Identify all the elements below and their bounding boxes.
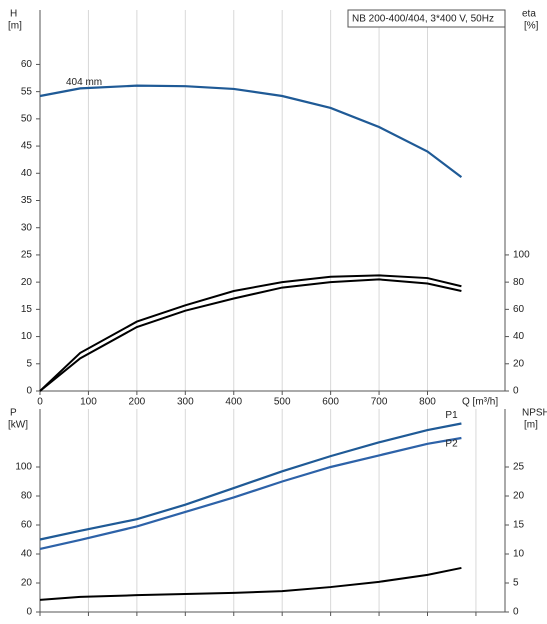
y2-tick-label: 0 (513, 386, 519, 397)
x-tick-label: 600 (322, 397, 339, 408)
y2-axis-label: NPSH (522, 408, 547, 419)
y2-tick-label: 5 (513, 578, 519, 589)
curve (39, 566, 462, 601)
title-box (347, 9, 506, 28)
x-tick-label: 400 (225, 397, 242, 408)
x-tick-label: 0 (37, 397, 43, 408)
y-tick-label: 25 (21, 250, 33, 261)
y-tick-label: 10 (21, 331, 33, 342)
y2-axis-label: eta (522, 9, 536, 20)
y-tick-label: 5 (26, 358, 32, 369)
y2-tick-label: 60 (513, 304, 525, 315)
x-axis-label: Q [m³/h] (462, 397, 498, 408)
y2-axis-unit: [m] (524, 420, 538, 431)
y-tick-label: 40 (21, 168, 33, 179)
y-tick-label: 0 (26, 386, 32, 397)
y2-tick-label: 80 (513, 277, 525, 288)
series-label: P2 (445, 439, 458, 450)
y-tick-label: 35 (21, 195, 33, 206)
y2-axis-unit: [%] (524, 21, 539, 32)
curve (39, 274, 462, 392)
y-axis-label: P (10, 408, 17, 419)
x-tick-label: 700 (371, 397, 388, 408)
curve (39, 436, 462, 550)
y-tick-label: 15 (21, 304, 33, 315)
y-tick-label: 50 (21, 113, 33, 124)
y-tick-label: 20 (21, 578, 33, 589)
chart-title: NB 200-400/404, 3*400 V, 50Hz (352, 14, 494, 25)
x-tick-label: 800 (419, 397, 436, 408)
y2-tick-label: 40 (513, 331, 525, 342)
y-axis-label: H (10, 9, 17, 20)
y2-tick-label: 100 (513, 250, 530, 261)
x-tick-label: 300 (177, 397, 194, 408)
y-tick-label: 80 (21, 491, 33, 502)
y-axis-unit: [m] (8, 21, 22, 32)
y-tick-label: 60 (21, 59, 33, 70)
x-tick-label: 200 (129, 397, 146, 408)
curve (39, 84, 463, 178)
y2-tick-label: 20 (513, 491, 525, 502)
y-tick-label: 30 (21, 222, 33, 233)
curve (39, 278, 462, 392)
x-tick-label: 500 (274, 397, 291, 408)
y2-tick-label: 20 (513, 358, 525, 369)
y-tick-label: 40 (21, 549, 33, 560)
y-tick-label: 45 (21, 141, 33, 152)
y-axis-unit: [kW] (8, 420, 28, 431)
y2-tick-label: 25 (513, 462, 525, 473)
series-label: P1 (445, 410, 458, 421)
y2-tick-label: 0 (513, 607, 519, 618)
series-label: 404 mm (66, 77, 102, 88)
y-tick-label: 55 (21, 86, 33, 97)
y2-tick-label: 10 (513, 549, 525, 560)
y-tick-label: 100 (15, 462, 32, 473)
x-tick-label: 100 (80, 397, 97, 408)
y-tick-label: 20 (21, 277, 33, 288)
y-tick-label: 0 (26, 607, 32, 618)
y2-tick-label: 15 (513, 520, 525, 531)
y-tick-label: 60 (21, 520, 33, 531)
curve (39, 422, 462, 541)
